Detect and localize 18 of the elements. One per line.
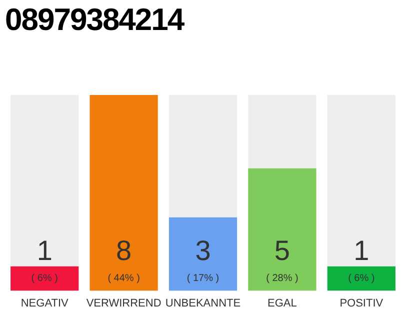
annotation: ( 6% ) [31, 272, 58, 284]
x-tick-label: NEGATIV [20, 297, 69, 310]
x-tick-label: UNBEKANNTE [165, 297, 241, 310]
data-label: 8 [116, 234, 132, 266]
annotation: ( 28% ) [266, 272, 298, 284]
data-label: 3 [195, 234, 211, 266]
annotation: ( 6% ) [348, 272, 375, 284]
data-label: 1 [36, 234, 52, 266]
annotation: ( 17% ) [186, 272, 220, 284]
x-tick-label: POSITIV [340, 297, 384, 310]
x-tick-label: VERWIRREND [86, 297, 162, 310]
x-tick-label: EGAL [268, 297, 297, 310]
bar [10, 266, 79, 291]
chart-title: 08979384214 [5, 2, 184, 38]
bar [327, 266, 396, 291]
annotation: ( 44% ) [108, 272, 140, 284]
data-label: 5 [274, 234, 290, 266]
data-label: 1 [354, 234, 370, 266]
